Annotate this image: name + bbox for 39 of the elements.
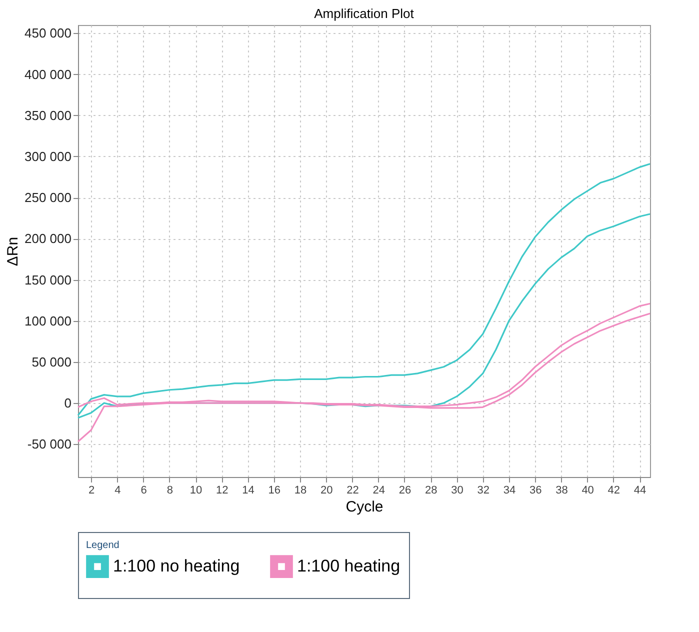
- y-tick-label: 0: [64, 396, 72, 411]
- x-tick-label: 14: [242, 484, 254, 496]
- x-tick-label: 44: [634, 484, 646, 496]
- y-tick-label: 400 000: [24, 66, 72, 82]
- x-tick-label: 18: [294, 484, 307, 496]
- y-axis-title: ΔRn: [4, 236, 22, 266]
- x-tick-label: 10: [190, 484, 202, 496]
- y-tick-label: 200 000: [24, 231, 72, 246]
- x-tick-label: 16: [268, 484, 281, 496]
- x-tick-label: 40: [582, 484, 594, 496]
- x-tick-label: 36: [529, 484, 542, 496]
- x-tick-label: 6: [140, 484, 147, 496]
- y-tick-label: 300 000: [24, 148, 72, 164]
- x-tick-label: 8: [166, 484, 173, 496]
- x-tick-label: 12: [216, 484, 228, 496]
- x-tick-label: 20: [320, 484, 333, 496]
- legend-title: Legend: [86, 540, 120, 551]
- chart-title: Amplification Plot: [314, 6, 414, 21]
- y-tick-label: 250 000: [24, 190, 72, 206]
- x-tick-label: 32: [477, 484, 490, 496]
- x-tick-label: 2: [88, 484, 95, 496]
- legend-label: 1:100 no heating: [113, 556, 240, 576]
- y-tick-label: 100 000: [24, 313, 72, 328]
- x-tick-label: 42: [608, 484, 620, 496]
- x-axis-title: Cycle: [346, 498, 384, 516]
- x-tick-label: 26: [398, 484, 412, 496]
- x-tick-label: 30: [451, 484, 464, 496]
- x-tick-label: 34: [503, 484, 516, 496]
- y-tick-label: 450 000: [24, 26, 72, 41]
- x-tick-label: 4: [114, 484, 121, 496]
- x-tick-label: 38: [556, 484, 568, 496]
- x-tick-label: 24: [372, 484, 385, 496]
- legend-label: 1:100 heating: [297, 556, 400, 576]
- x-tick-label: 22: [346, 484, 359, 496]
- y-tick-label: 150 000: [24, 272, 72, 288]
- y-tick-label: -50 000: [27, 436, 72, 452]
- y-tick-label: 50 000: [32, 354, 72, 370]
- x-tick-label: 28: [424, 484, 438, 496]
- y-tick-label: 350 000: [24, 108, 72, 123]
